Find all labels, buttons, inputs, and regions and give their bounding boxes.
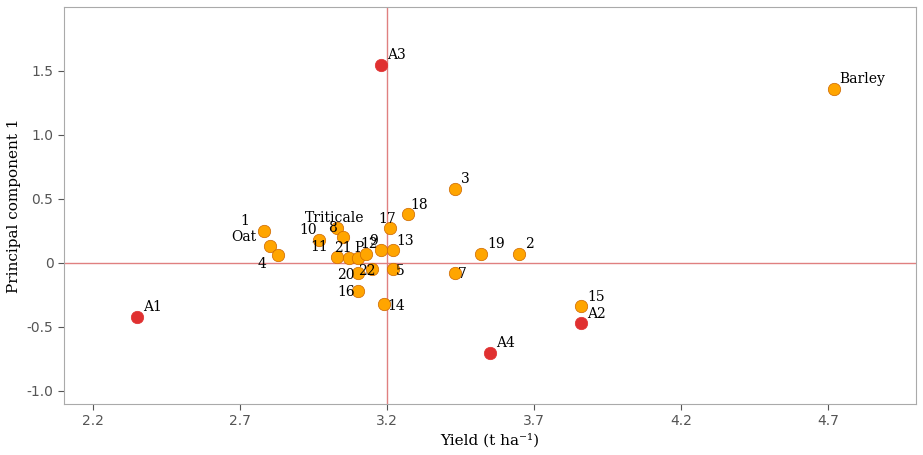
Point (271, 252, 286, 259)
Text: Oat: Oat (232, 230, 257, 244)
Text: 5: 5 (396, 264, 404, 278)
Text: 7: 7 (458, 267, 466, 281)
Text: A3: A3 (387, 48, 406, 62)
Point (448, 269, 462, 277)
Point (374, 61, 389, 68)
Text: 17: 17 (378, 212, 396, 226)
Point (312, 236, 327, 243)
Point (401, 211, 415, 218)
Text: 10: 10 (299, 223, 317, 238)
Y-axis label: Principal component 1: Principal component 1 (7, 118, 21, 293)
Text: A4: A4 (496, 336, 515, 350)
Text: 18: 18 (411, 198, 428, 212)
Point (573, 319, 588, 327)
Point (573, 303, 588, 310)
Text: Barley: Barley (840, 72, 885, 86)
Text: 2: 2 (525, 238, 533, 252)
Point (130, 313, 145, 320)
Point (351, 288, 366, 295)
Text: Triticale: Triticale (305, 211, 365, 224)
Text: 20: 20 (337, 268, 354, 282)
Text: P: P (354, 241, 364, 255)
Text: 3: 3 (461, 172, 469, 186)
Point (386, 247, 401, 254)
Point (383, 225, 398, 232)
Text: 8: 8 (329, 221, 337, 235)
Point (351, 269, 366, 277)
Text: 13: 13 (396, 233, 414, 248)
Point (330, 225, 344, 232)
Point (374, 247, 389, 254)
Text: 11: 11 (311, 240, 329, 254)
Text: 12: 12 (361, 238, 378, 252)
Text: 1: 1 (240, 214, 249, 228)
Point (377, 300, 391, 308)
Point (262, 243, 277, 250)
Point (483, 349, 497, 356)
Point (336, 234, 351, 241)
Point (342, 254, 356, 262)
Point (512, 250, 527, 258)
Point (386, 266, 401, 273)
Text: 14: 14 (387, 299, 405, 313)
Text: 4: 4 (258, 257, 267, 271)
Point (351, 254, 366, 262)
Text: 9: 9 (369, 233, 378, 248)
Point (257, 228, 271, 235)
Text: A2: A2 (587, 307, 605, 320)
Point (330, 253, 344, 260)
Point (826, 85, 841, 92)
Point (473, 250, 488, 258)
Point (448, 185, 462, 192)
Point (359, 250, 374, 258)
Text: 22: 22 (358, 264, 375, 278)
Text: 16: 16 (337, 285, 354, 299)
Text: 21: 21 (334, 241, 352, 255)
Text: 15: 15 (587, 290, 605, 304)
Point (365, 266, 379, 273)
Text: A1: A1 (143, 300, 162, 314)
Text: 19: 19 (487, 238, 505, 252)
X-axis label: Yield (t ha⁻¹): Yield (t ha⁻¹) (440, 434, 539, 448)
